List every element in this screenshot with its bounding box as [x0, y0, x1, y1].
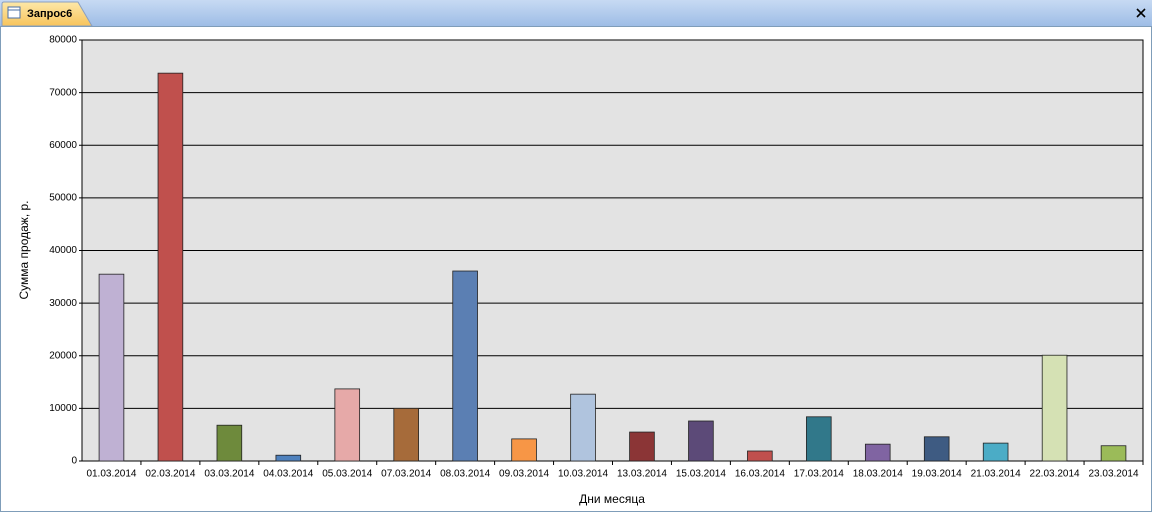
x-tick-label: 07.03.2014: [381, 469, 431, 480]
x-tick-label: 16.03.2014: [735, 469, 785, 480]
x-tick-label: 23.03.2014: [1088, 469, 1138, 480]
x-tick-label: 04.03.2014: [263, 469, 313, 480]
bar: [98, 273, 125, 462]
tab-title[interactable]: Запрос6: [27, 8, 72, 20]
bar: [393, 407, 419, 462]
y-tick-label: 30000: [49, 298, 77, 309]
x-tick-label: 01.03.2014: [86, 469, 136, 480]
y-tick-label: 80000: [49, 35, 77, 46]
bar: [806, 416, 832, 462]
x-tick-label: 05.03.2014: [322, 469, 372, 480]
x-tick-label: 02.03.2014: [145, 469, 195, 480]
y-tick-label: 60000: [49, 140, 77, 151]
tab[interactable]: [1, 1, 93, 27]
bar: [1100, 445, 1127, 462]
x-tick-label: 19.03.2014: [912, 469, 962, 480]
x-tick-label: 22.03.2014: [1030, 469, 1080, 480]
y-tick-label: 50000: [49, 193, 77, 204]
y-tick-label: 10000: [49, 403, 77, 414]
tab-icon: [7, 6, 21, 19]
bar: [688, 420, 714, 462]
bar: [923, 436, 950, 462]
bar: [747, 450, 773, 462]
y-tick-label: 0: [71, 456, 77, 467]
x-axis-title: Дни месяца: [579, 492, 645, 506]
x-tick-label: 09.03.2014: [499, 469, 549, 480]
y-tick-label: 70000: [49, 87, 77, 98]
x-tick-label: 18.03.2014: [853, 469, 903, 480]
bar: [452, 270, 478, 462]
bar: [334, 388, 361, 462]
tab-strip: [0, 0, 1152, 26]
x-tick-label: 17.03.2014: [794, 469, 844, 480]
x-tick-label: 13.03.2014: [617, 469, 667, 480]
bar: [157, 72, 184, 462]
x-tick-label: 21.03.2014: [971, 469, 1021, 480]
bar: [629, 431, 655, 462]
bar: [511, 438, 537, 462]
x-tick-label: 08.03.2014: [440, 469, 490, 480]
bar: [1041, 354, 1068, 462]
bar: [275, 454, 302, 462]
y-tick-label: 20000: [49, 350, 77, 361]
x-tick-label: 03.03.2014: [204, 469, 254, 480]
bar: [982, 442, 1009, 462]
x-tick-label: 10.03.2014: [558, 469, 608, 480]
bar: [216, 424, 243, 462]
bar: [570, 393, 596, 462]
y-axis-title: Сумма продаж, р.: [17, 201, 31, 300]
x-tick-label: 15.03.2014: [676, 469, 726, 480]
close-button[interactable]: [1136, 8, 1146, 18]
bar: [864, 443, 891, 462]
y-tick-label: 40000: [49, 245, 77, 256]
